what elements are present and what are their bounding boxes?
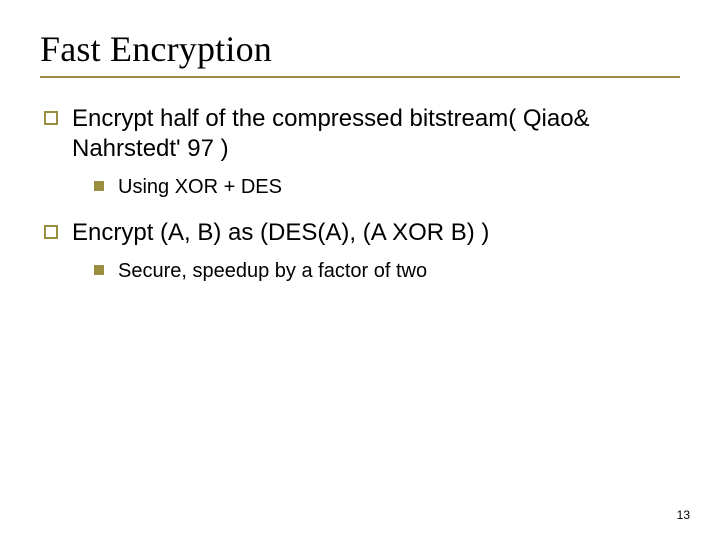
hollow-square-icon xyxy=(44,225,58,239)
slide: Fast Encryption Encrypt half of the comp… xyxy=(0,0,720,540)
page-number: 13 xyxy=(677,508,690,522)
bullet-text: Encrypt (A, B) as (DES(A), (A XOR B) ) xyxy=(72,218,489,248)
solid-square-icon xyxy=(94,181,104,191)
sub-bullet-text: Secure, speedup by a factor of two xyxy=(118,258,427,284)
bullet-item-1: Encrypt half of the compressed bitstream… xyxy=(44,104,680,164)
solid-square-icon xyxy=(94,265,104,275)
content-block: Encrypt half of the compressed bitstream… xyxy=(40,104,680,284)
bullet-text: Encrypt half of the compressed bitstream… xyxy=(72,104,680,164)
sub-bullet-item-2-1: Secure, speedup by a factor of two xyxy=(94,258,680,284)
slide-title: Fast Encryption xyxy=(40,28,680,78)
sub-bullet-text: Using XOR + DES xyxy=(118,174,282,200)
bullet-item-2: Encrypt (A, B) as (DES(A), (A XOR B) ) xyxy=(44,218,680,248)
sub-bullet-item-1-1: Using XOR + DES xyxy=(94,174,680,200)
hollow-square-icon xyxy=(44,111,58,125)
